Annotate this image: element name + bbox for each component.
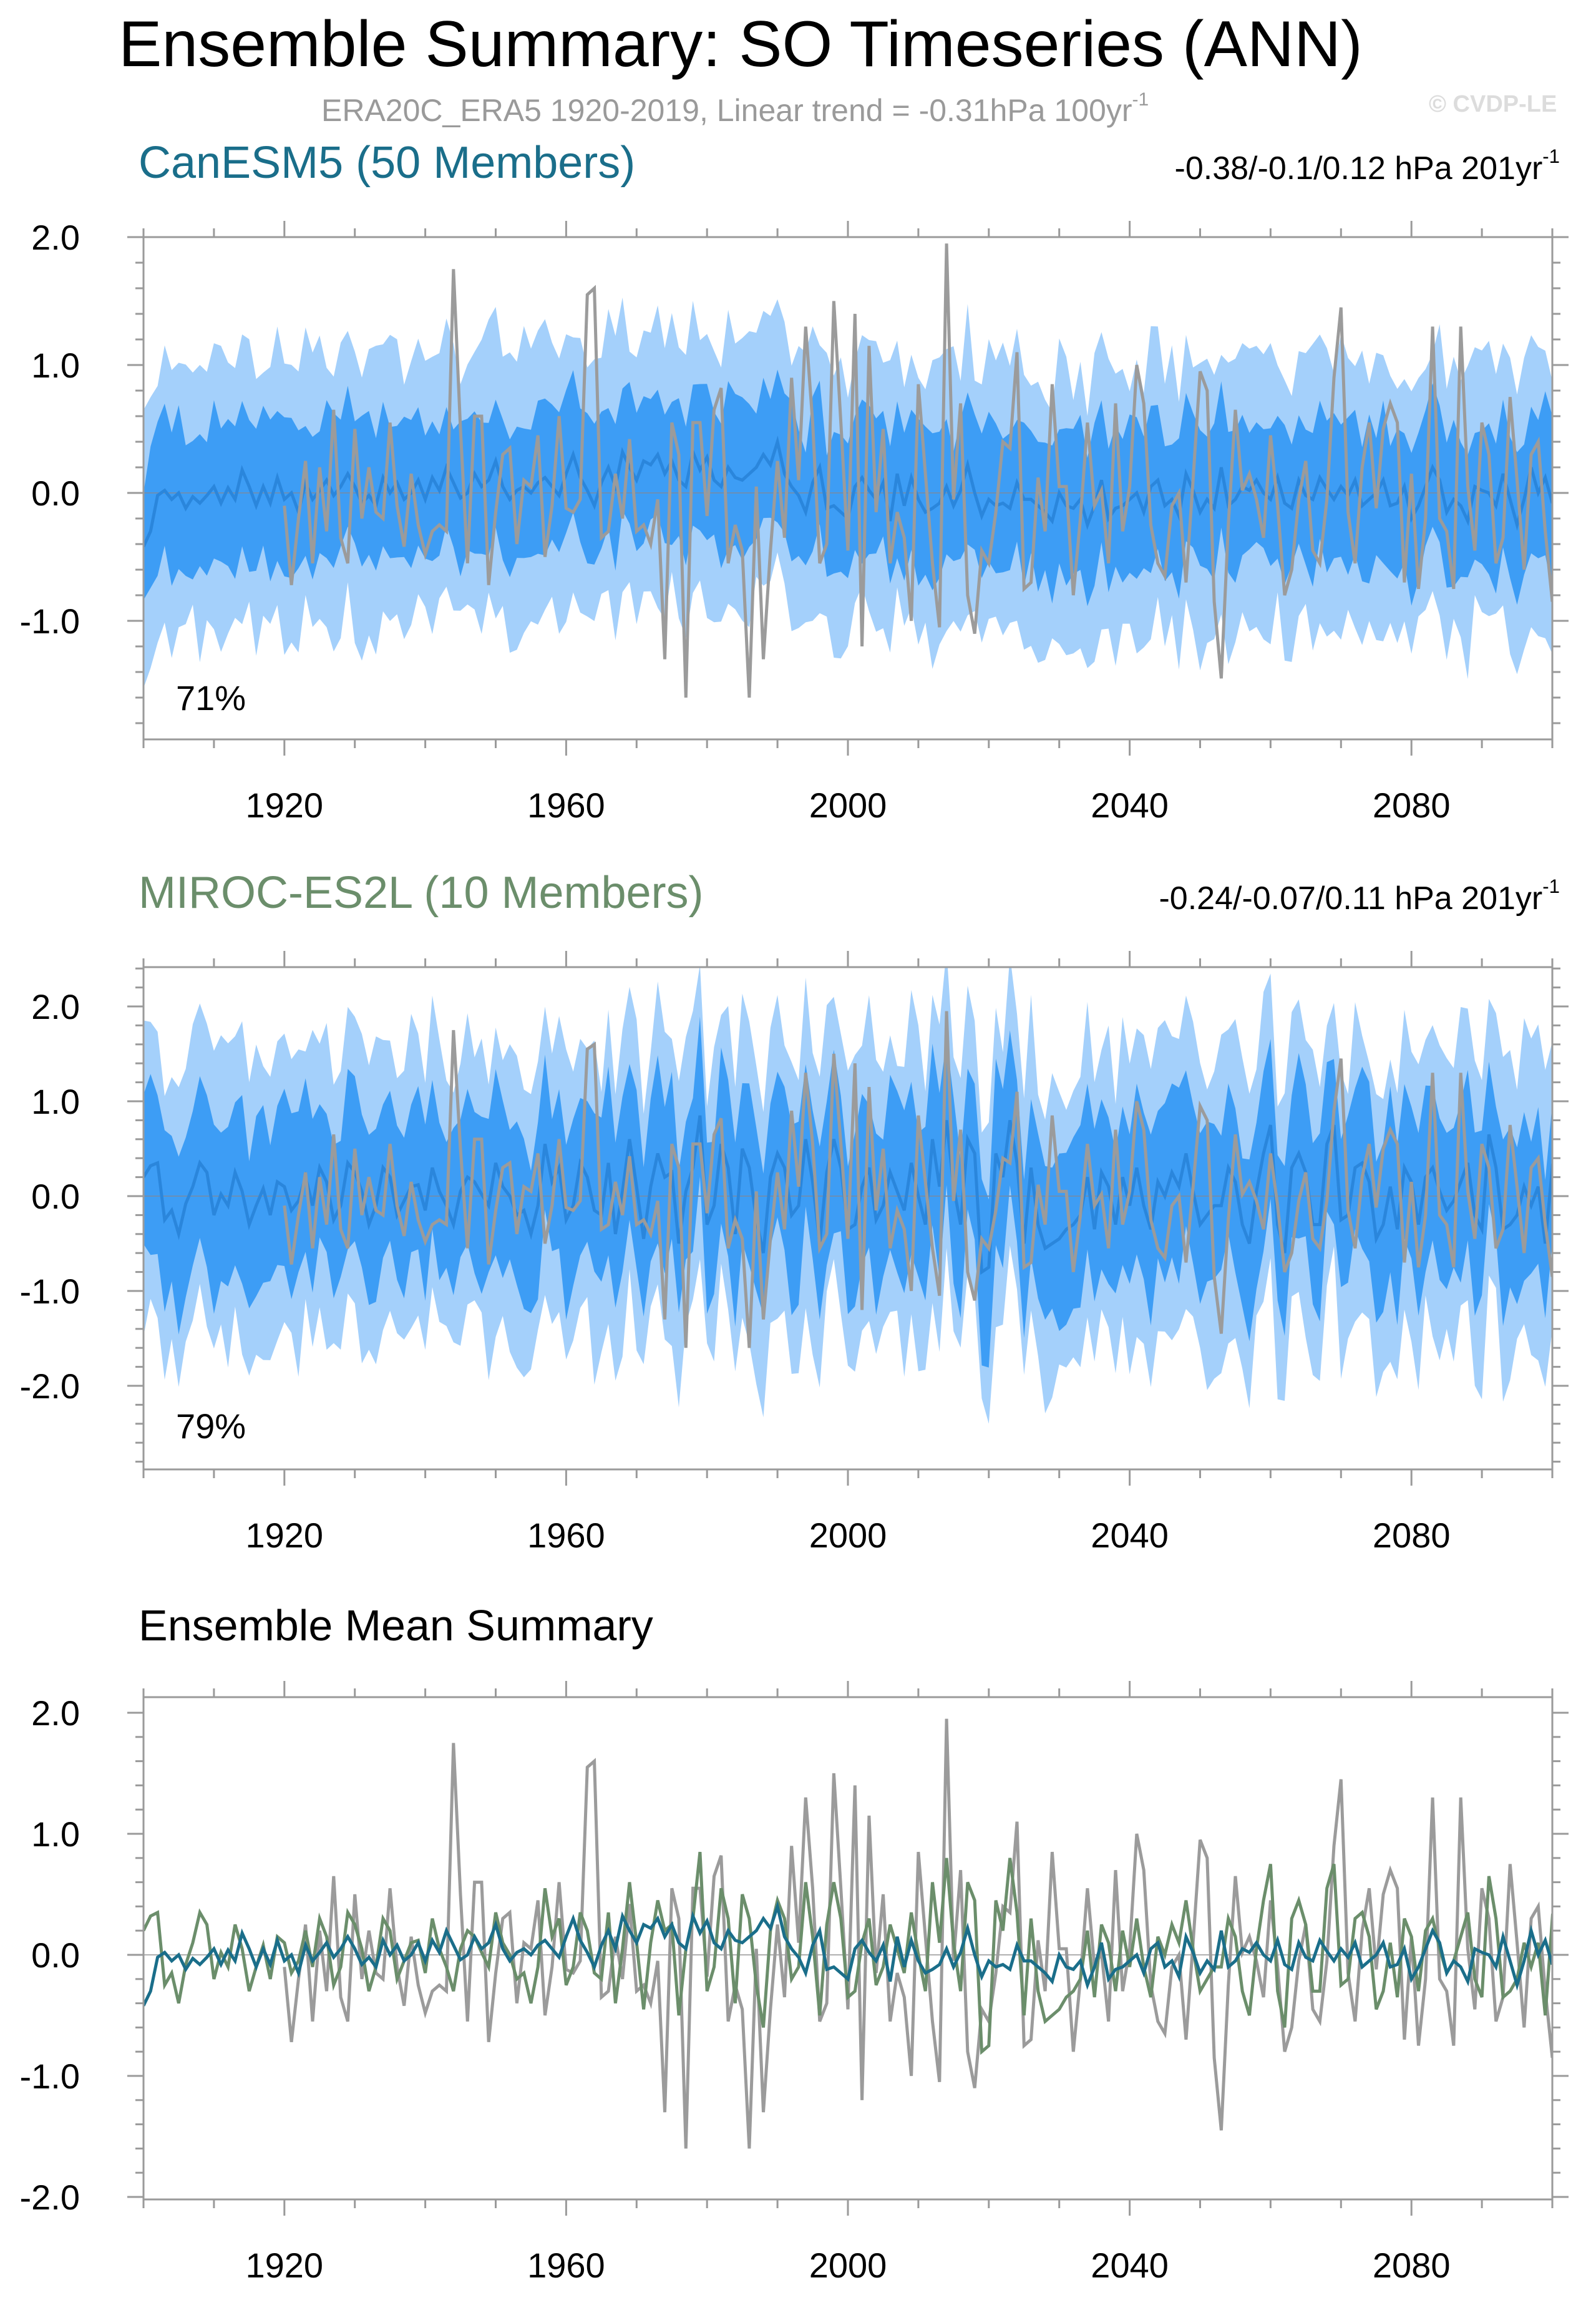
panel2-trend-sup: -1 <box>1542 875 1560 897</box>
y-tick-label: -2.0 <box>20 2178 80 2217</box>
x-tick-label: 1920 <box>246 2246 324 2285</box>
page-title: Ensemble Summary: SO Timeseries (ANN) <box>119 8 1363 80</box>
inner-spread-band-2 <box>144 1016 1552 1368</box>
subtitle-text: ERA20C_ERA5 1920-2019, Linear trend = -0… <box>321 93 1132 128</box>
x-tick-label: 2080 <box>1373 2246 1451 2285</box>
plot-area-2 <box>144 967 1552 1424</box>
percentage-annotation-2: 79% <box>176 1406 246 1446</box>
watermark: © CVDP-LE <box>1429 91 1557 117</box>
x-tick-label: 2040 <box>1091 1516 1169 1555</box>
panel1-trend: -0.38/-0.1/0.12 hPa 201yr-1 <box>1174 147 1560 187</box>
y-tick-label: 0.0 <box>31 1177 80 1216</box>
x-tick-label: 2040 <box>1091 786 1169 825</box>
x-tick-label: 2040 <box>1091 2246 1169 2285</box>
subtitle-superscript: -1 <box>1132 89 1149 110</box>
x-tick-label: 2080 <box>1373 1516 1451 1555</box>
panel2-trend: -0.24/-0.07/0.11 hPa 201yr-1 <box>1159 877 1560 917</box>
panel2-trend-text: -0.24/-0.07/0.11 hPa 201yr <box>1159 880 1543 917</box>
x-tick-label: 2080 <box>1373 786 1451 825</box>
canesm5-mean-line <box>144 1901 1552 2007</box>
x-tick-label: 1960 <box>527 1516 605 1555</box>
y-tick-label: 1.0 <box>31 346 80 385</box>
x-tick-label: 2000 <box>809 2246 887 2285</box>
y-tick-label: -2.0 <box>20 1366 80 1406</box>
y-tick-label: 2.0 <box>31 218 80 257</box>
y-tick-label: 1.0 <box>31 1082 80 1121</box>
x-tick-label: 1920 <box>246 786 324 825</box>
y-tick-label: 1.0 <box>31 1814 80 1854</box>
y-tick-label: 2.0 <box>31 987 80 1026</box>
panel1-title: CanESM5 (50 Members) <box>139 138 636 188</box>
panel1-trend-text: -0.38/-0.1/0.12 hPa 201yr <box>1174 150 1543 187</box>
y-tick-label: 0.0 <box>31 474 80 513</box>
y-tick-label: -1.0 <box>20 2057 80 2096</box>
x-tick-label: 1960 <box>527 2246 605 2285</box>
observed-line-1 <box>283 243 1552 698</box>
y-tick-label: 0.0 <box>31 1936 80 1975</box>
y-tick-label: -1.0 <box>20 1272 80 1311</box>
miroc-mean-line <box>144 1851 1552 2055</box>
chart-panel-2: 79% 1920 1960 2000 2040 2080 2.0 1.0 0.0 -1.0 -2.0 <box>20 951 1569 1555</box>
x-tick-label: 2000 <box>809 786 887 825</box>
observed-line-2 <box>283 1011 1552 1348</box>
x-tick-label: 2000 <box>809 1516 887 1555</box>
panel2-title: MIROC-ES2L (10 Members) <box>139 868 704 918</box>
panel1-trend-sup: -1 <box>1542 145 1560 167</box>
chart-panel-3: 1920 1960 2000 2040 2080 2.0 1.0 0.0 -1.0 -2.0 <box>20 1681 1569 2285</box>
x-tick-label: 1920 <box>246 1516 324 1555</box>
ensemble-mean-line-2 <box>144 1115 1552 1275</box>
plot-area-3 <box>144 1718 1552 2149</box>
y-tick-label: 2.0 <box>31 1693 80 1733</box>
inner-spread-band-1 <box>144 369 1552 606</box>
percentage-annotation-1: 71% <box>176 678 246 718</box>
subtitle: ERA20C_ERA5 1920-2019, Linear trend = -0… <box>321 89 1149 129</box>
x-tick-label: 1960 <box>527 786 605 825</box>
panel3-title: Ensemble Mean Summary <box>139 1601 653 1650</box>
plot-area-1 <box>144 243 1552 698</box>
chart-panel-1: 71% 1920 1960 2000 2040 2080 2.0 1.0 0.0 -1.0 <box>20 218 1569 825</box>
y-tick-label: -1.0 <box>20 601 80 641</box>
